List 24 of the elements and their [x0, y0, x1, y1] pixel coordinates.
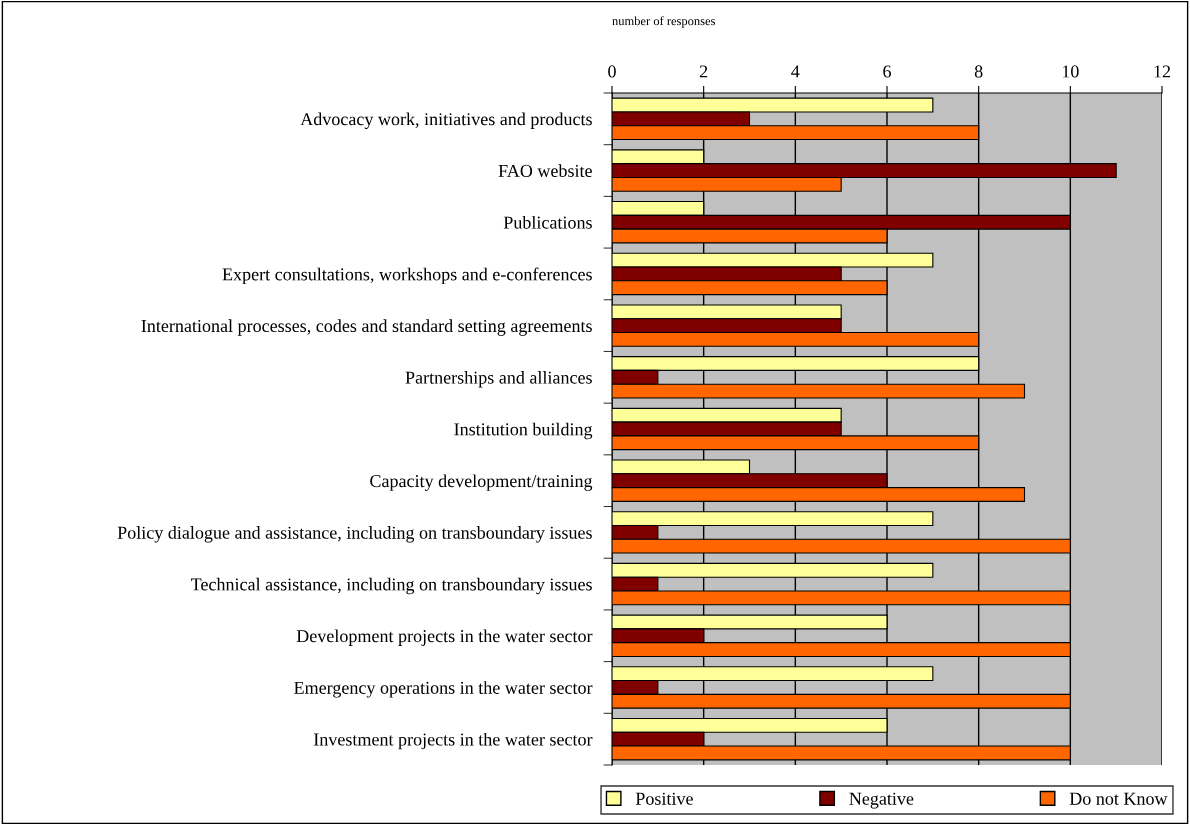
x-axis-title: number of responses	[612, 16, 715, 28]
y-tick-label: Policy dialogue and assistance, including on transboundary issues	[117, 526, 592, 543]
x-tick-label: 2	[699, 65, 708, 78]
y-tick-label: Technical assistance, including on transboundary issues	[190, 577, 592, 595]
y-tick-label: Partnerships and alliances	[405, 371, 592, 388]
legend-label: Positive	[635, 792, 693, 805]
x-tick-label: 0	[608, 65, 616, 78]
y-tick-label: Capacity development/training	[370, 474, 593, 491]
y-tick-label: Emergency operations in the water sector	[294, 681, 593, 698]
y-tick-label: Advocacy work, initiatives and products	[300, 112, 592, 130]
x-tick-label: 10	[1062, 65, 1079, 78]
x-tick-label: 8	[974, 65, 983, 78]
y-tick-label: Publications	[503, 215, 592, 229]
x-tick-label: 6	[883, 65, 891, 78]
y-tick-label: Investment projects in the water sector	[313, 732, 593, 750]
y-tick-label: Expert consultations, workshops and e-conferences	[222, 267, 592, 285]
x-tick-label: 4	[791, 65, 800, 78]
y-tick-label: International processes, codes and standard setting agreements	[141, 319, 592, 336]
legend-label: Negative	[849, 792, 914, 809]
y-tick-label: Institution building	[454, 422, 593, 440]
x-tick-label: 12	[1154, 65, 1171, 78]
y-tick-label: FAO website	[498, 164, 592, 177]
legend-label: Do not Know	[1069, 792, 1168, 805]
y-tick-label: Development projects in the water sector	[296, 629, 593, 646]
